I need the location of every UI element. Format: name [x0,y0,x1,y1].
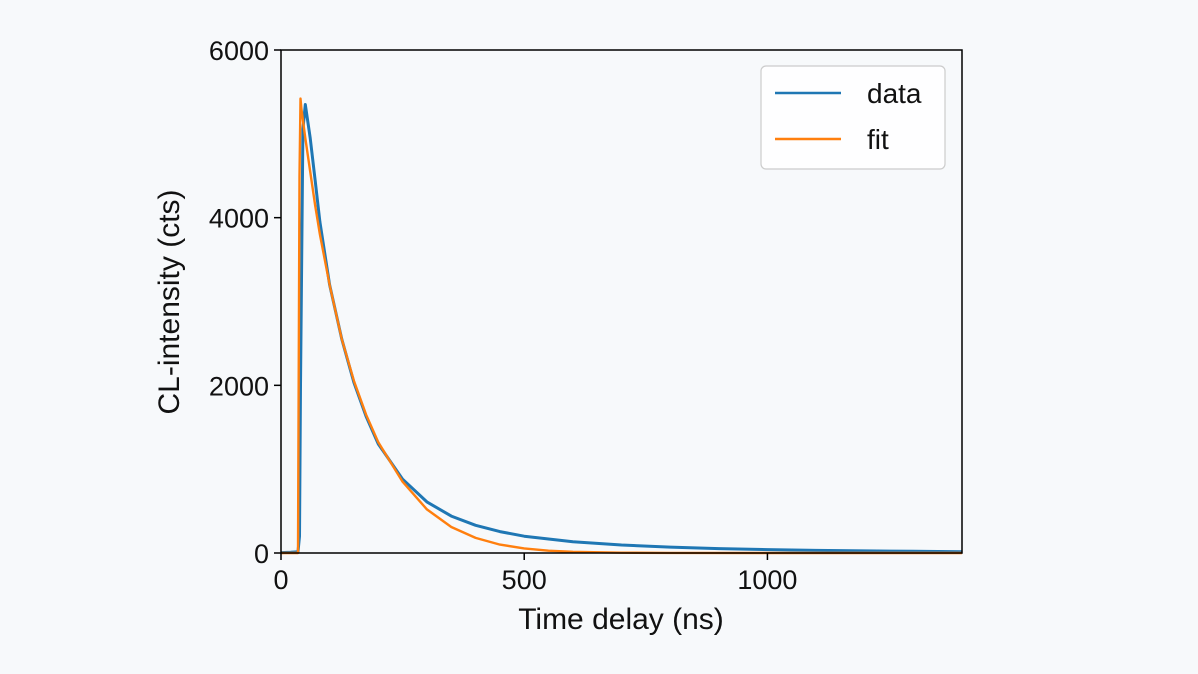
y-tick-label: 4000 [209,204,269,234]
y-tick-label: 0 [254,539,269,569]
series-line-data [280,103,963,555]
x-tick-label: 1000 [737,565,797,595]
y-tick-label: 6000 [209,36,269,66]
plot-frame [280,49,963,554]
x-tick-label: 500 [502,565,547,595]
legend-box [760,65,946,170]
x-axis: 0 500 1000 [273,553,797,595]
y-axis-label: CL-intensity (cts) [153,189,186,414]
y-axis: 0 2000 4000 6000 [209,36,281,569]
x-axis-label: Time delay (ns) [518,603,724,636]
y-tick-label: 2000 [209,371,269,401]
legend-label-fit: fit [867,124,889,155]
x-tick-label: 0 [273,565,288,595]
legend: data fit [760,65,946,170]
legend-label-data: data [867,78,922,109]
